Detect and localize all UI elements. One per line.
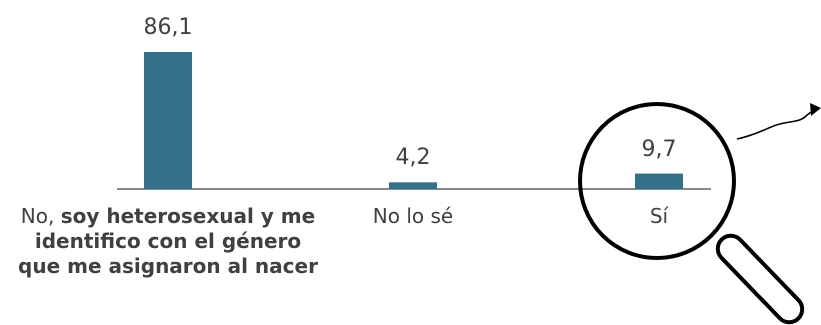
data-label-2: 9,7 [641, 136, 677, 162]
category-label-plain: No lo sé [372, 204, 454, 228]
callout-arrow-icon [736, 103, 821, 140]
bar-2 [635, 173, 683, 189]
category-label-bold: soy heterosexual y me identifico con el … [18, 204, 318, 278]
category-label-0: No, soy heterosexual y me identifico con… [18, 204, 318, 279]
data-label-1: 4,2 [395, 145, 431, 171]
magnifier-handle [715, 233, 805, 325]
category-label-2: Sí [589, 204, 729, 229]
magnifying-glass-icon [578, 102, 805, 325]
category-label-plain: Sí [649, 204, 669, 228]
bar-0 [144, 52, 192, 189]
arrow-head [810, 103, 821, 116]
data-label-0: 86,1 [143, 15, 193, 40]
bar-1 [389, 182, 437, 189]
category-label-plain: No, [20, 204, 61, 228]
arrow-curve [736, 108, 818, 140]
bars-group [144, 52, 683, 189]
magnifier-lens [578, 102, 736, 260]
category-label-1: No lo sé [343, 204, 483, 229]
